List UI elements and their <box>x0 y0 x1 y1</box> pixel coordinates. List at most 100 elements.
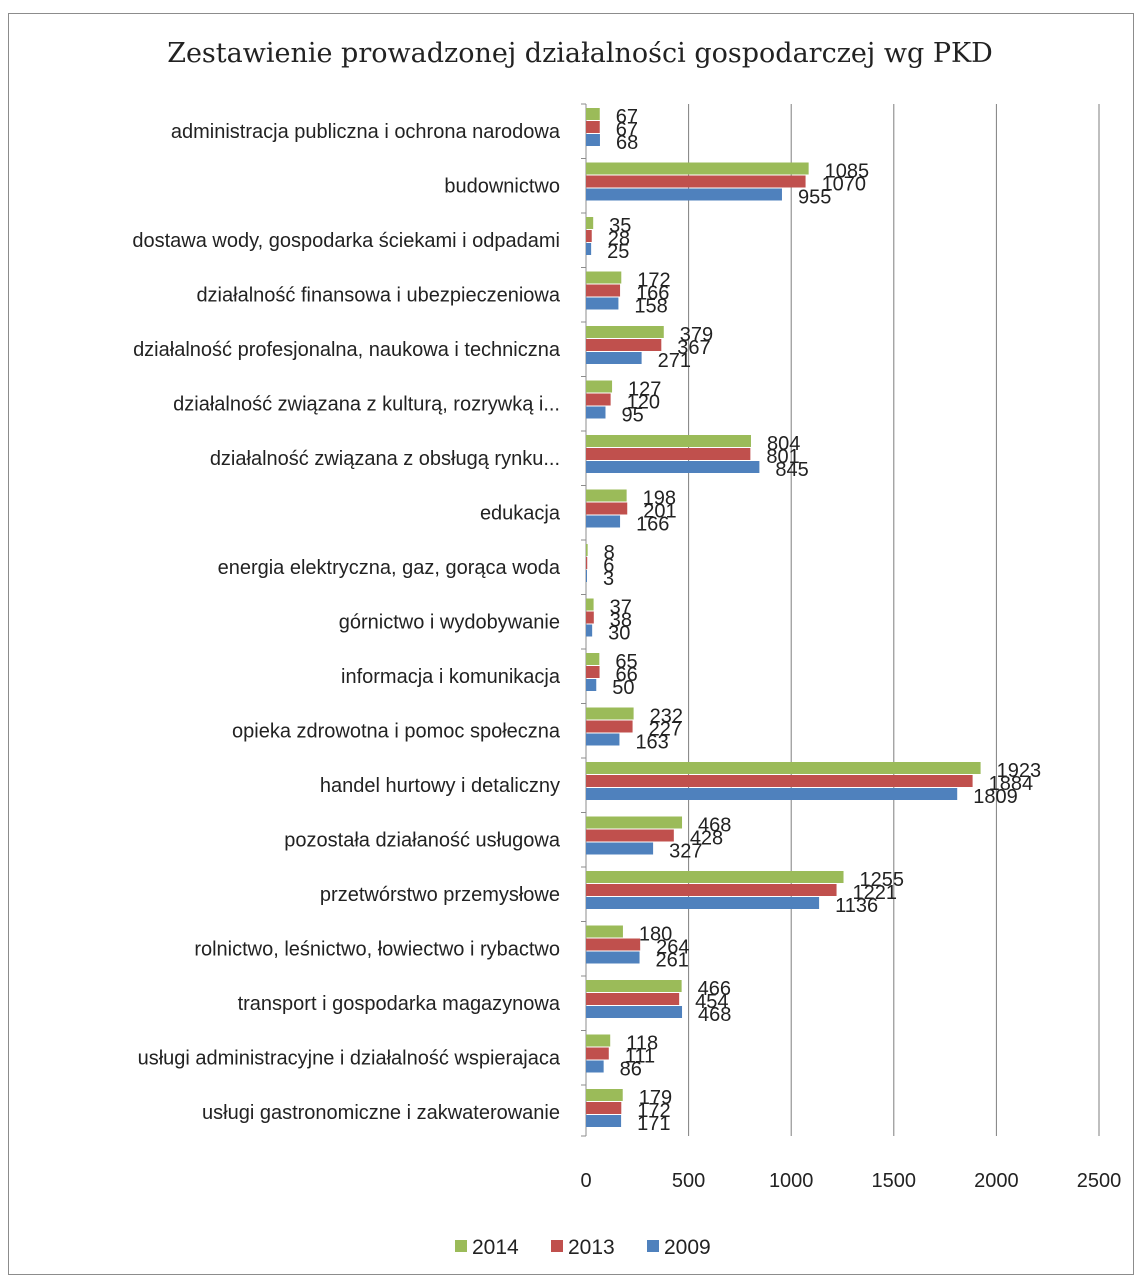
bar-2013 <box>586 230 592 242</box>
data-label-2009: 468 <box>698 1004 731 1026</box>
bar-2014 <box>586 871 844 883</box>
x-tick-label: 2000 <box>974 1170 1019 1192</box>
data-label-2009: 171 <box>637 1113 670 1135</box>
chart-frame <box>8 13 1134 1275</box>
data-label-2013: 172 <box>637 1100 670 1122</box>
data-label-2009: 327 <box>669 841 702 863</box>
bar-2014 <box>586 217 594 229</box>
data-label-2014: 1923 <box>997 760 1042 782</box>
bar-2009 <box>586 570 587 582</box>
category-label: działalność związana z obsługą rynku... <box>210 448 560 470</box>
bar-2013 <box>586 775 973 787</box>
bar-2013 <box>586 284 621 297</box>
bar-2009 <box>586 188 782 201</box>
bar-2014 <box>586 980 682 992</box>
legend-swatch-2013 <box>551 1240 563 1252</box>
category-label: opieka zdrowotna i pomoc społeczna <box>232 721 561 743</box>
data-label-2013: 111 <box>625 1046 655 1068</box>
bar-2014 <box>586 1034 611 1047</box>
bar-2013 <box>586 611 594 624</box>
data-label-2014: 8 <box>604 542 615 564</box>
category-label: energia elektryczna, gaz, gorąca woda <box>218 557 561 579</box>
bar-2009 <box>586 352 642 364</box>
bar-2014 <box>586 653 600 665</box>
data-label-2013: 1221 <box>853 882 898 904</box>
category-label: handel hurtowy i detaliczny <box>320 775 560 797</box>
data-label-2009: 955 <box>798 187 831 209</box>
legend-label-2009: 2009 <box>664 1236 711 1259</box>
bar-2013 <box>586 1102 622 1114</box>
data-label-2013: 120 <box>627 392 660 414</box>
bar-2014 <box>586 762 981 774</box>
x-tick-label: 500 <box>672 1170 705 1192</box>
data-label-2013: 1884 <box>989 773 1034 795</box>
bar-2014 <box>586 326 664 338</box>
bar-2013 <box>586 993 680 1005</box>
legend-swatch-2014 <box>455 1240 467 1252</box>
data-label-2009: 271 <box>658 350 691 372</box>
bar-2013 <box>586 938 641 951</box>
bar-2013 <box>586 829 674 842</box>
data-label-2009: 166 <box>636 514 669 536</box>
category-label: górnictwo i wydobywanie <box>339 612 560 634</box>
data-label-2013: 264 <box>656 937 689 959</box>
data-label-2013: 28 <box>608 228 630 250</box>
bar-2014 <box>586 544 588 556</box>
bar-2013 <box>586 448 751 460</box>
category-label: działalność profesjonalna, naukowa i tec… <box>133 339 561 361</box>
bar-2009 <box>586 243 592 255</box>
data-label-2009: 163 <box>635 732 668 754</box>
data-label-2014: 1085 <box>825 161 870 183</box>
bar-2009 <box>586 951 640 964</box>
data-label-2013: 454 <box>695 991 728 1013</box>
data-label-2013: 67 <box>616 119 638 141</box>
bar-2014 <box>586 271 622 284</box>
data-label-2013: 1070 <box>822 174 867 196</box>
data-label-2014: 198 <box>643 488 676 510</box>
bar-2013 <box>586 339 662 351</box>
bar-2009 <box>586 1115 622 1127</box>
data-label-2014: 379 <box>680 324 713 346</box>
bar-2009 <box>586 461 760 473</box>
data-label-2013: 201 <box>643 501 676 523</box>
category-label: rolnictwo, leśnictwo, łowiectwo i rybact… <box>194 939 560 961</box>
data-label-2014: 232 <box>650 706 683 728</box>
bar-2014 <box>586 925 623 938</box>
data-label-2009: 30 <box>608 623 630 645</box>
category-label: informacja i komunikacja <box>341 666 561 688</box>
bar-2013 <box>586 121 600 133</box>
bar-2014 <box>586 108 600 120</box>
bar-2014 <box>586 1089 623 1101</box>
bar-2014 <box>586 707 634 720</box>
data-label-2009: 68 <box>616 132 638 154</box>
data-label-2013: 66 <box>616 664 638 686</box>
data-label-2014: 466 <box>698 978 731 1000</box>
bar-2013 <box>586 502 628 515</box>
category-label: przetwórstwo przemysłowe <box>320 884 560 906</box>
category-label: działalność finansowa i ubezpieczeniowa <box>196 285 560 307</box>
bar-2009 <box>586 1060 604 1073</box>
data-label-2014: 179 <box>639 1087 672 1109</box>
bar-2014 <box>586 598 594 611</box>
bar-2009 <box>586 297 619 310</box>
data-label-2014: 172 <box>637 270 670 292</box>
category-label: dostawa wody, gospodarka ściekami i odpa… <box>132 230 560 252</box>
data-label-2009: 261 <box>656 950 689 972</box>
category-label: usługi gastronomiczne i zakwaterowanie <box>202 1102 560 1124</box>
data-label-2009: 845 <box>775 459 808 481</box>
bar-2013 <box>586 884 837 896</box>
data-label-2013: 367 <box>677 337 710 359</box>
category-label: transport i gospodarka magazynowa <box>238 993 561 1015</box>
bar-2009 <box>586 1006 683 1018</box>
data-label-2014: 37 <box>610 597 632 619</box>
legend-label-2013: 2013 <box>568 1236 615 1259</box>
category-label: działalność związana z kulturą, rozrywką… <box>173 394 560 416</box>
data-label-2014: 65 <box>615 651 637 673</box>
bar-2013 <box>586 175 806 188</box>
data-label-2009: 158 <box>634 296 667 318</box>
bar-2014 <box>586 380 613 393</box>
bar-2009 <box>586 406 606 419</box>
data-label-2013: 6 <box>603 555 614 577</box>
x-tick-label: 0 <box>580 1170 591 1192</box>
